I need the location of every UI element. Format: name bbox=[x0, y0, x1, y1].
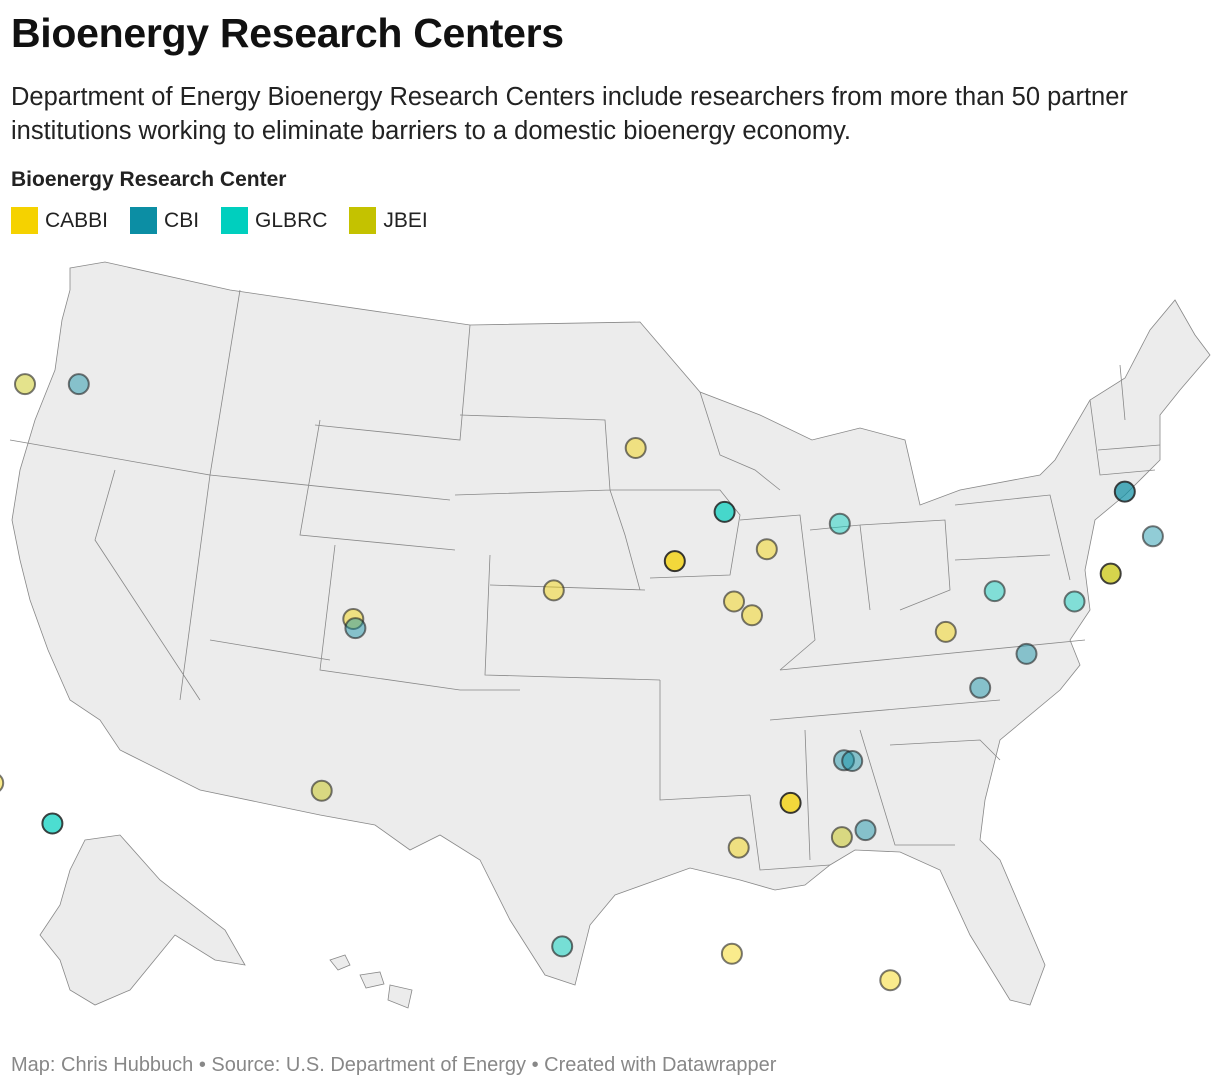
state-borders bbox=[9, 289, 1161, 871]
marker-glbrc[interactable] bbox=[551, 935, 574, 958]
marker-cbi[interactable] bbox=[1113, 480, 1136, 503]
page-title: Bioenergy Research Centers bbox=[11, 10, 564, 56]
legend-swatch-glbrc bbox=[221, 207, 249, 234]
marker-cbi[interactable] bbox=[1141, 525, 1164, 548]
legend-label-cabbi: CABBI bbox=[45, 208, 109, 232]
alaska-outline bbox=[39, 834, 246, 1006]
page-subtitle: Department of Energy Bioenergy Research … bbox=[11, 83, 1128, 145]
legend-swatch-jbei bbox=[349, 207, 377, 234]
marker-glbrc[interactable] bbox=[1063, 590, 1086, 613]
marker-cbi[interactable] bbox=[344, 617, 367, 640]
legend-label-jbei: JBEI bbox=[383, 208, 428, 232]
marker-cabbi[interactable] bbox=[934, 620, 957, 643]
marker-jbei[interactable] bbox=[14, 373, 36, 396]
marker-cbi[interactable] bbox=[1015, 642, 1038, 665]
marker-cabbi[interactable] bbox=[727, 836, 750, 859]
marker-cabbi[interactable] bbox=[663, 550, 686, 573]
legend-item-glbrc[interactable]: GLBRC bbox=[221, 207, 327, 234]
legend: CABBI CBI GLBRC JBEI bbox=[11, 207, 450, 234]
legend-item-cabbi[interactable]: CABBI bbox=[11, 207, 108, 234]
marker-cabbi[interactable] bbox=[879, 969, 902, 992]
states-layer bbox=[11, 261, 1211, 1009]
legend-item-jbei[interactable]: JBEI bbox=[349, 207, 428, 234]
us-outline bbox=[11, 261, 1211, 1006]
legend-title: Bioenergy Research Center bbox=[11, 168, 287, 191]
border-lines bbox=[9, 289, 1161, 871]
legend-label-glbrc: GLBRC bbox=[255, 208, 328, 232]
legend-item-cbi[interactable]: CBI bbox=[130, 207, 199, 234]
marker-jbei[interactable] bbox=[310, 779, 333, 802]
marker-cabbi[interactable] bbox=[624, 437, 647, 459]
marker-cbi[interactable] bbox=[854, 819, 877, 842]
marker-cabbi[interactable] bbox=[779, 791, 802, 814]
marker-glbrc[interactable] bbox=[828, 512, 851, 535]
marker-cabbi[interactable] bbox=[723, 590, 745, 613]
hawaii-outline bbox=[329, 954, 413, 1009]
marker-glbrc[interactable] bbox=[713, 500, 736, 523]
us-map[interactable] bbox=[0, 245, 1220, 1045]
marker-cabbi[interactable] bbox=[720, 942, 743, 965]
marker-glbrc[interactable] bbox=[41, 812, 64, 835]
marker-jbei[interactable] bbox=[830, 826, 853, 849]
legend-label-cbi: CBI bbox=[164, 208, 200, 232]
legend-swatch-cbi bbox=[130, 207, 158, 234]
marker-cbi[interactable] bbox=[969, 676, 992, 699]
marker-cabbi[interactable] bbox=[542, 579, 565, 602]
marker-cbi[interactable] bbox=[841, 750, 864, 772]
marker-jbei[interactable] bbox=[1099, 562, 1122, 585]
markers-layer bbox=[0, 373, 1164, 992]
marker-cabbi[interactable] bbox=[0, 773, 5, 793]
marker-cbi[interactable] bbox=[67, 373, 90, 396]
marker-cbi[interactable] bbox=[833, 749, 855, 772]
marker-glbrc[interactable] bbox=[983, 580, 1006, 603]
marker-cabbi[interactable] bbox=[755, 538, 778, 561]
footer-credit: Map: Chris Hubbuch • Source: U.S. Depart… bbox=[11, 1054, 777, 1076]
legend-swatch-cabbi bbox=[11, 207, 38, 234]
marker-cabbi[interactable] bbox=[741, 604, 763, 627]
